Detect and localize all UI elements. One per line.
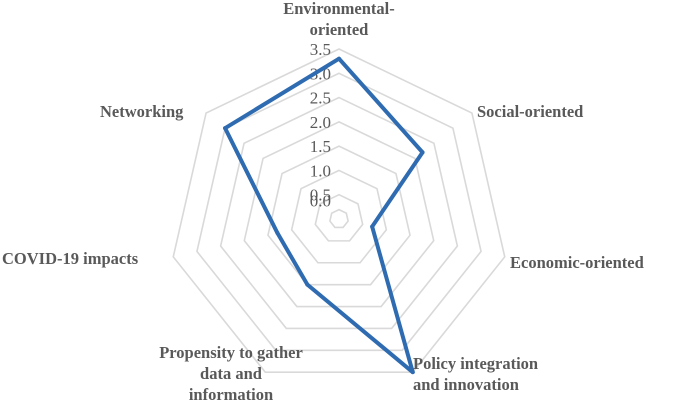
data-point-1 [420,150,425,155]
series-layer [223,56,425,375]
category-label-3: Policy integration and innovation [413,354,538,394]
data-point-6 [223,126,228,131]
tick-label-4: 2.0 [310,113,331,132]
category-label-0: Environmental-oriented [283,0,395,39]
tick-label-5: 2.5 [310,89,331,108]
grid-ring-6 [196,72,482,352]
data-point-2 [370,224,375,229]
grid-ring-1 [314,193,364,242]
tick-label-3: 1.5 [310,137,331,156]
tick-label-7: 3.5 [310,40,331,59]
category-label-2: Economic-oriented [510,253,644,272]
data-point-4 [305,282,310,287]
data-point-5 [275,231,280,236]
category-label-1: Social-oriented [477,102,583,121]
grid-ring-5 [219,96,459,330]
series-line-0 [223,56,425,375]
grid-layer [172,48,506,373]
grid-ring-4 [243,120,435,308]
data-point-3 [410,370,415,375]
category-label-5: COVID-19 impacts [2,249,139,268]
data-point-0 [337,56,341,61]
tick-label-1: 0.5 [310,186,331,205]
grid-ring-7 [172,48,506,373]
tick-label-2: 1.0 [310,161,331,180]
category-label-6: Networking [100,102,184,121]
grid-ring-3 [267,145,411,286]
grid-ring-0 [329,208,349,229]
category-label-layer: Environmental-oriented Social-oriented Eco… [2,0,644,404]
category-label-4: Propensity to gather data and information [159,343,303,404]
tick-label-0: 0.0 [310,191,331,210]
grid-ring-2 [290,169,388,264]
tick-label-layer: 0.00.51.01.52.02.53.03.5 [310,40,331,210]
